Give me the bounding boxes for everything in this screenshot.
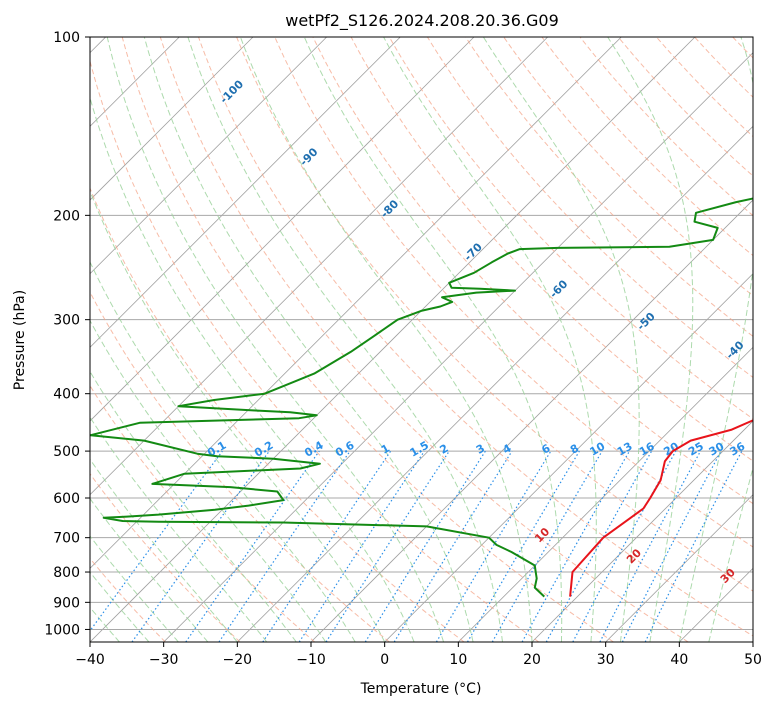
isotherm-line [310,199,753,642]
plot-frame [89,36,754,643]
mixing-ratio-line [545,450,653,642]
y-tick-label: 700 [53,531,80,547]
moist-adiabat-line [90,189,386,642]
moist-adiabat-line [143,37,474,642]
x-tick-label: 30 [597,652,615,668]
moist-adiabat-line [106,37,445,642]
x-tick-label: −30 [149,652,179,668]
chart-title: wetPf2_S126.2024.208.20.36.G09 [285,11,559,31]
moist-adiabat-line [187,37,503,642]
moist-adiabat-line [90,535,179,642]
mixing-ratio-line [466,450,580,642]
isotherm-line [90,37,327,275]
x-tick-label: −40 [75,652,105,668]
moist-adiabat-line [303,37,563,642]
dry-adiabat-line [90,472,241,642]
isotherm-line [605,494,753,642]
isotherm-line [90,37,548,496]
mixing-ratio-line [185,450,320,642]
isotherm-line [90,37,401,348]
dry-adiabat-line [90,291,390,642]
y-tick-label: 800 [53,565,80,581]
dry-adiabat-line [159,37,689,642]
mixing-ratio-line [325,450,450,642]
x-axis-title: Temperature (°C) [360,681,482,697]
isotherm-line [90,37,622,569]
dry-adiabat-line [312,37,753,505]
dry-adiabat-line [90,59,540,642]
y-tick-label: 1000 [44,622,80,638]
dry-adiabat-line [579,37,753,217]
y-tick-label: 400 [53,387,80,403]
y-tick-label: 300 [53,313,80,329]
dry-adiabat-line [426,37,753,378]
mixing-ratio-line [393,450,513,642]
y-axis-title: Pressure (hPa) [12,290,28,390]
y-tick-label: 600 [53,491,80,507]
mixing-ratio-line [131,450,270,642]
dry-adiabat-line [90,384,316,642]
y-tick-label: 900 [53,595,80,611]
mixing-ratio-line [364,450,486,642]
dry-adiabat-line [236,37,753,592]
moist-adiabat-line [90,458,238,642]
isotherm-line [237,125,753,642]
dewpoint-profile [90,197,753,598]
mixing-ratio-line [218,450,351,642]
x-tick-label: 40 [670,652,688,668]
isotherm-line [90,37,475,422]
moist-adiabat-line [239,37,533,642]
moist-adiabat-line [90,96,415,642]
axis-ticks: −40 −30 −20 −10 0 10 20 30 40 50 100 200 300 400 500 60… [44,30,762,668]
mixing-ratio-line [435,450,552,642]
moist-adiabat-line [383,37,597,642]
dry-adiabat-line [350,37,753,462]
isotherm-line [531,420,753,642]
isotherm-line [90,37,696,642]
mixing-ratio-line [491,450,603,642]
isotherm-line [384,273,753,642]
temperature-profile [569,419,753,597]
y-tick-label: 500 [53,444,80,460]
dry-adiabat-line [274,37,753,548]
moist-adiabat-line [678,37,753,642]
x-tick-label: −20 [223,652,253,668]
x-tick-label: 0 [380,652,389,668]
y-tick-label: 200 [53,208,80,224]
mixing-ratio-line [90,450,223,632]
y-tick-label: 100 [53,30,80,46]
profile-lines [90,197,753,598]
x-tick-label: 20 [523,652,541,668]
moist-adiabat-line [90,416,268,642]
dry-adiabat-line [121,37,614,642]
isotherm-line [90,37,254,201]
isotherm-line [163,52,753,642]
dry-adiabat-line [465,37,753,337]
dry-adiabat-line [90,186,465,642]
x-tick-label: 50 [744,652,762,668]
x-tick-label: −10 [296,652,326,668]
moist-adiabat-line [607,37,694,642]
mixing-ratio-line [521,450,631,642]
moist-adiabat-line [90,370,297,642]
background-lines [90,37,753,642]
moist-adiabat-line [90,497,209,642]
moist-adiabat-line [482,37,640,642]
x-tick-label: 10 [449,652,467,668]
